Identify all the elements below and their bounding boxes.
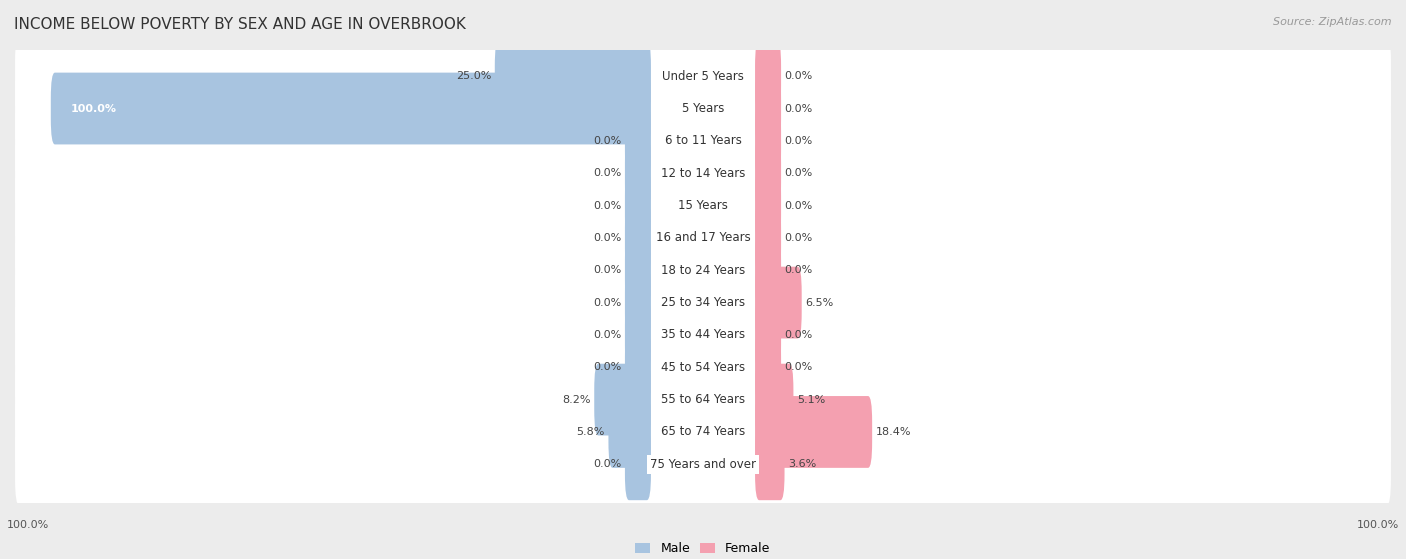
Text: 18.4%: 18.4% (876, 427, 911, 437)
Text: 0.0%: 0.0% (785, 71, 813, 81)
Text: 0.0%: 0.0% (785, 265, 813, 275)
Text: 12 to 14 Years: 12 to 14 Years (661, 167, 745, 179)
FancyBboxPatch shape (15, 230, 1391, 311)
FancyBboxPatch shape (755, 267, 801, 339)
FancyBboxPatch shape (755, 331, 782, 403)
Text: 55 to 64 Years: 55 to 64 Years (661, 393, 745, 406)
FancyBboxPatch shape (595, 364, 651, 435)
Text: 5.1%: 5.1% (797, 395, 825, 405)
Text: Source: ZipAtlas.com: Source: ZipAtlas.com (1274, 17, 1392, 27)
Text: 6.5%: 6.5% (806, 297, 834, 307)
Text: 0.0%: 0.0% (785, 330, 813, 340)
FancyBboxPatch shape (624, 267, 651, 339)
Text: 25 to 34 Years: 25 to 34 Years (661, 296, 745, 309)
Text: 0.0%: 0.0% (593, 297, 621, 307)
Text: 75 Years and over: 75 Years and over (650, 458, 756, 471)
Text: 35 to 44 Years: 35 to 44 Years (661, 329, 745, 342)
FancyBboxPatch shape (624, 299, 651, 371)
Text: 45 to 54 Years: 45 to 54 Years (661, 361, 745, 374)
Text: 15 Years: 15 Years (678, 199, 728, 212)
Text: 0.0%: 0.0% (785, 233, 813, 243)
Text: 65 to 74 Years: 65 to 74 Years (661, 425, 745, 438)
FancyBboxPatch shape (755, 428, 785, 500)
FancyBboxPatch shape (609, 396, 651, 468)
FancyBboxPatch shape (624, 138, 651, 209)
Text: 5 Years: 5 Years (682, 102, 724, 115)
FancyBboxPatch shape (15, 68, 1391, 149)
Text: 0.0%: 0.0% (593, 459, 621, 470)
Text: 18 to 24 Years: 18 to 24 Years (661, 264, 745, 277)
FancyBboxPatch shape (624, 105, 651, 177)
Text: 25.0%: 25.0% (456, 71, 491, 81)
FancyBboxPatch shape (755, 234, 782, 306)
FancyBboxPatch shape (624, 331, 651, 403)
FancyBboxPatch shape (755, 364, 793, 435)
Text: 0.0%: 0.0% (785, 136, 813, 146)
Text: 0.0%: 0.0% (785, 362, 813, 372)
FancyBboxPatch shape (755, 396, 872, 468)
Text: 0.0%: 0.0% (593, 330, 621, 340)
Text: 100.0%: 100.0% (7, 520, 49, 530)
Text: 0.0%: 0.0% (593, 201, 621, 211)
FancyBboxPatch shape (755, 299, 782, 371)
Text: 6 to 11 Years: 6 to 11 Years (665, 134, 741, 148)
Text: 8.2%: 8.2% (562, 395, 591, 405)
FancyBboxPatch shape (15, 391, 1391, 473)
Text: 0.0%: 0.0% (593, 362, 621, 372)
FancyBboxPatch shape (755, 169, 782, 241)
FancyBboxPatch shape (15, 165, 1391, 247)
FancyBboxPatch shape (755, 40, 782, 112)
FancyBboxPatch shape (755, 73, 782, 144)
FancyBboxPatch shape (495, 40, 651, 112)
FancyBboxPatch shape (15, 326, 1391, 408)
Text: 5.8%: 5.8% (576, 427, 605, 437)
Text: 100.0%: 100.0% (70, 103, 117, 113)
FancyBboxPatch shape (15, 359, 1391, 440)
FancyBboxPatch shape (755, 138, 782, 209)
Text: 0.0%: 0.0% (593, 136, 621, 146)
Text: 0.0%: 0.0% (593, 265, 621, 275)
Text: INCOME BELOW POVERTY BY SEX AND AGE IN OVERBROOK: INCOME BELOW POVERTY BY SEX AND AGE IN O… (14, 17, 465, 32)
FancyBboxPatch shape (624, 428, 651, 500)
FancyBboxPatch shape (624, 169, 651, 241)
Text: 0.0%: 0.0% (593, 233, 621, 243)
Text: 3.6%: 3.6% (789, 459, 817, 470)
FancyBboxPatch shape (51, 73, 651, 144)
Text: 0.0%: 0.0% (785, 168, 813, 178)
FancyBboxPatch shape (15, 424, 1391, 505)
Legend: Male, Female: Male, Female (630, 537, 776, 559)
Text: Under 5 Years: Under 5 Years (662, 70, 744, 83)
FancyBboxPatch shape (15, 294, 1391, 376)
FancyBboxPatch shape (15, 197, 1391, 278)
FancyBboxPatch shape (755, 202, 782, 274)
FancyBboxPatch shape (624, 202, 651, 274)
Text: 16 and 17 Years: 16 and 17 Years (655, 231, 751, 244)
FancyBboxPatch shape (15, 132, 1391, 214)
FancyBboxPatch shape (15, 262, 1391, 343)
Text: 100.0%: 100.0% (1357, 520, 1399, 530)
Text: 0.0%: 0.0% (785, 103, 813, 113)
Text: 0.0%: 0.0% (785, 201, 813, 211)
Text: 0.0%: 0.0% (593, 168, 621, 178)
FancyBboxPatch shape (755, 105, 782, 177)
FancyBboxPatch shape (624, 234, 651, 306)
FancyBboxPatch shape (15, 35, 1391, 117)
FancyBboxPatch shape (15, 100, 1391, 182)
